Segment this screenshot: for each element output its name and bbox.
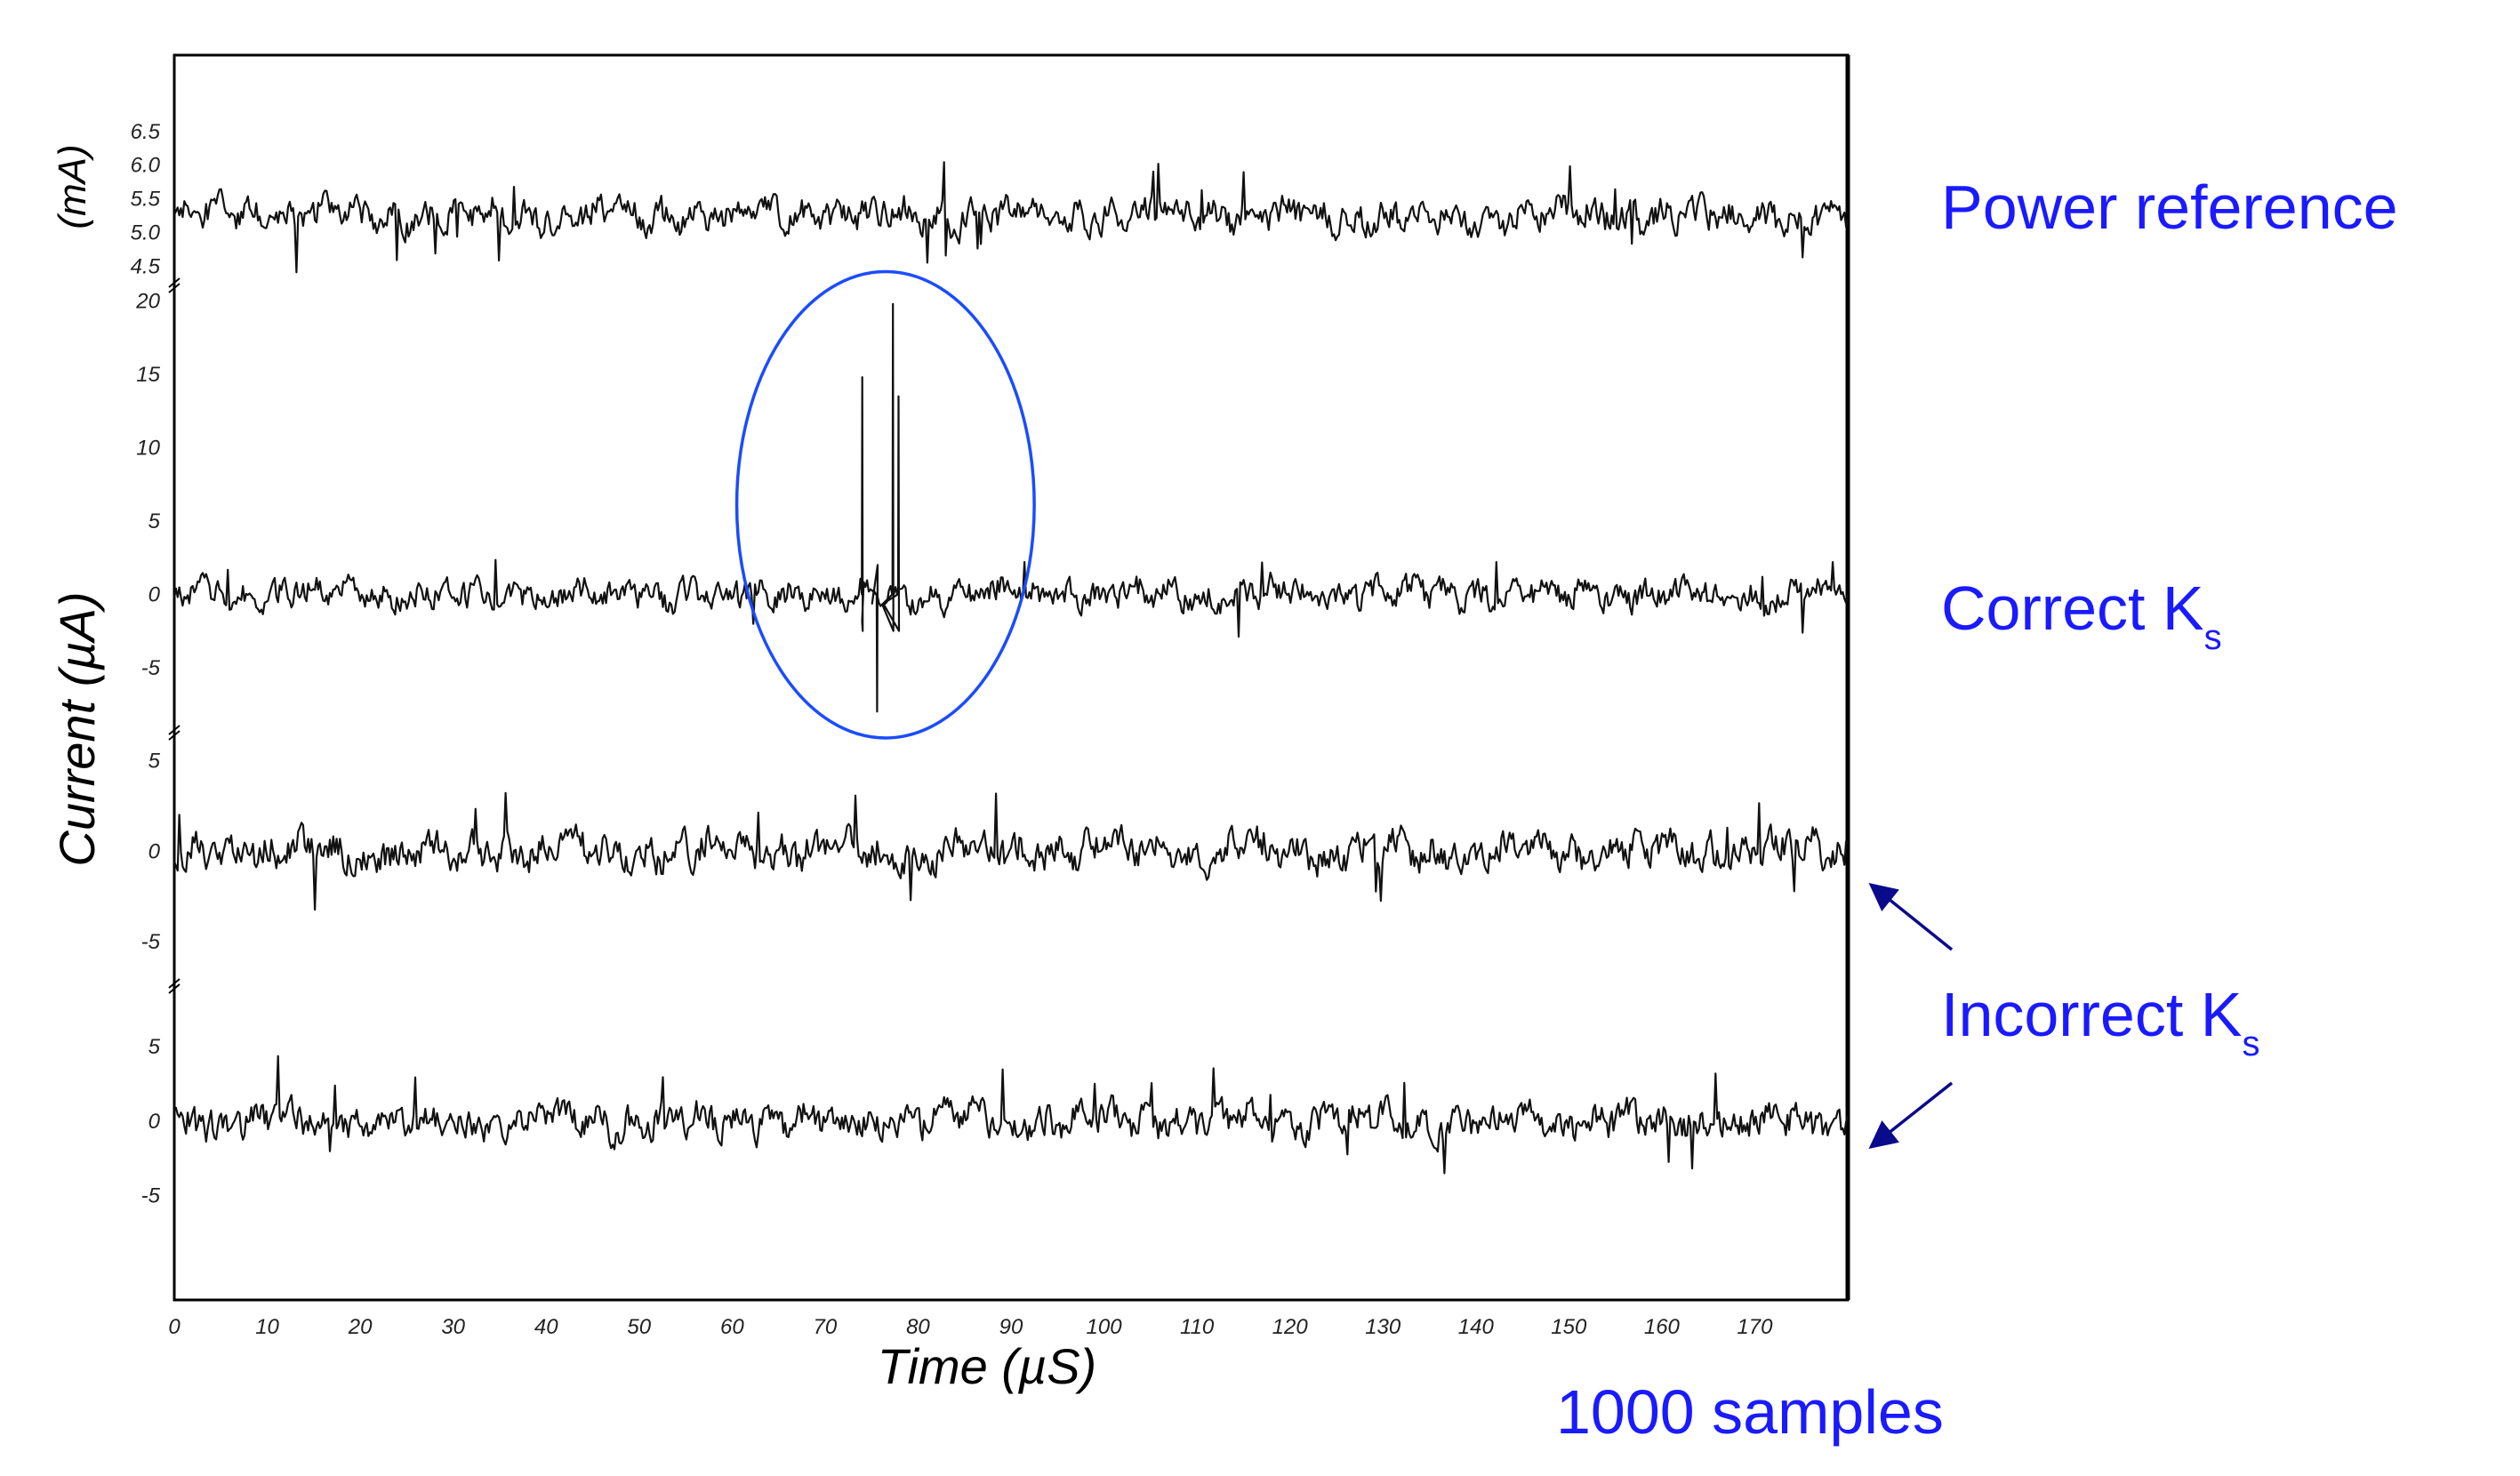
y-tick-label: 6.5 — [131, 120, 161, 144]
correct-ks-sub: s — [2204, 618, 2222, 657]
y-tick-label: 0 — [148, 582, 161, 606]
y-tick-label: 15 — [136, 363, 160, 387]
incorrect-ks-main: Incorrect K — [1941, 980, 2242, 1049]
highlight-ellipse — [734, 269, 1036, 740]
x-tick-label: 160 — [1644, 1315, 1681, 1339]
x-tick-label: 0 — [168, 1315, 181, 1339]
axis-break-mark — [168, 725, 181, 741]
y-tick-label: 5.5 — [131, 188, 161, 212]
y-tick-label: -5 — [141, 656, 161, 680]
incorrect-ks-label: Incorrect Ks — [1941, 980, 2259, 1063]
y-tick-label: -5 — [141, 1184, 161, 1208]
y-tick-label: 20 — [135, 289, 160, 313]
x-tick-label: 170 — [1737, 1315, 1773, 1339]
y-tick-label: 5 — [148, 1035, 161, 1059]
y-tick-labels: 4.5 5.0 5.5 6.0 6.5 -5 0 5 10 15 20 -5 0 5 -5 0 5 — [131, 120, 161, 1208]
x-tick-label: 110 — [1180, 1315, 1215, 1339]
arrow-upper-incorrect — [1868, 883, 1954, 951]
x-tick-label: 50 — [627, 1315, 651, 1339]
x-axis-title: Time (µS) — [878, 1338, 1096, 1394]
x-tick-label: 90 — [999, 1315, 1023, 1339]
axis-break-mark — [168, 277, 181, 293]
correct-ks-label: Correct Ks — [1941, 574, 2222, 657]
correct-ks-main: Correct K — [1941, 574, 2204, 643]
x-tick-label: 20 — [348, 1315, 373, 1339]
power-reference-label: Power reference — [1941, 172, 2398, 242]
y-tick-label: 6.0 — [131, 154, 161, 178]
y-tick-label: 4.5 — [131, 254, 161, 278]
x-tick-labels: 0 10 20 30 40 50 60 70 80 90 100 110 120 130 140 150 160… — [168, 1315, 1773, 1339]
x-tick-label: 130 — [1365, 1315, 1401, 1339]
trace-0 — [173, 161, 1850, 274]
x-tick-label: 80 — [906, 1315, 930, 1339]
samples-label: 1000 samples — [1556, 1377, 1944, 1447]
y-tick-label: 5.0 — [131, 221, 161, 245]
x-tick-label: 150 — [1551, 1315, 1587, 1339]
top-panel-y-axis-title: (mA) — [51, 144, 94, 229]
y-tick-label: 0 — [148, 1110, 161, 1134]
y-tick-label: 5 — [148, 509, 161, 533]
x-tick-label: 30 — [441, 1315, 465, 1339]
incorrect-ks-sub: s — [2242, 1024, 2259, 1063]
trace-1 — [173, 302, 1850, 713]
traces — [173, 161, 1850, 1175]
x-tick-label: 70 — [814, 1315, 838, 1339]
x-tick-label: 140 — [1458, 1315, 1495, 1339]
y-tick-label: 5 — [148, 750, 161, 774]
x-tick-label: 60 — [720, 1315, 744, 1339]
trace-3 — [173, 1055, 1850, 1175]
trace-2 — [173, 791, 1849, 911]
y-tick-label: -5 — [141, 930, 161, 954]
y-axis-title: Current (µA) — [49, 591, 105, 866]
y-tick-label: 0 — [148, 839, 161, 863]
x-tick-label: 120 — [1272, 1315, 1309, 1339]
axis-break-mark — [168, 978, 181, 994]
y-tick-label: 10 — [136, 436, 160, 460]
axis-breaks — [168, 277, 181, 994]
arrow-lower-incorrect — [1868, 1081, 1954, 1149]
x-tick-label: 100 — [1087, 1315, 1123, 1339]
x-tick-label: 40 — [534, 1315, 558, 1339]
x-tick-label: 10 — [255, 1315, 279, 1339]
